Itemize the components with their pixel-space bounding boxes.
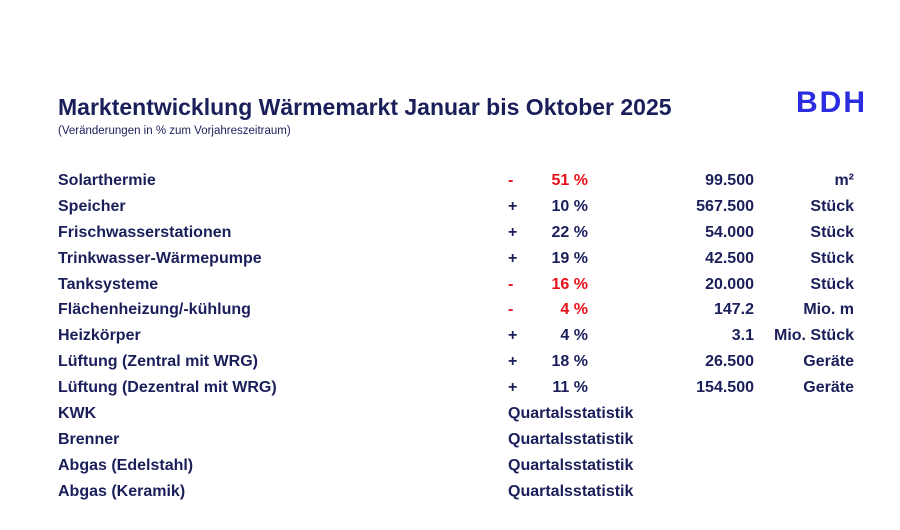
table-row: Lüftung (Dezentral mit WRG) + 11 % 154.5… (0, 375, 900, 401)
row-quarterly-note: Quartalsstatistik (508, 456, 634, 474)
row-percent: 22 % (551, 223, 588, 241)
table-row: Brenner Quartalsstatistik (0, 427, 900, 453)
row-quarterly-note: Quartalsstatistik (508, 430, 634, 448)
page-title: Marktentwicklung Wärmemarkt Januar bis O… (58, 94, 672, 120)
row-percent: 11 % (552, 379, 588, 397)
row-percent: 4 % (560, 301, 588, 319)
row-percent: 10 % (551, 197, 588, 215)
row-sign: + (508, 223, 518, 241)
row-unit: Geräte (803, 379, 854, 397)
bdh-logo: BDH (796, 86, 867, 119)
table-row: Frischwasserstationen + 22 % 54.000 Stüc… (0, 220, 900, 246)
row-percent: 18 % (551, 353, 588, 371)
row-label: Frischwasserstationen (58, 223, 232, 241)
row-percent: 51 % (551, 172, 588, 189)
row-sign: + (508, 353, 518, 371)
row-value: 147.2 (713, 301, 754, 319)
row-sign: + (508, 379, 518, 397)
row-unit: Stück (810, 275, 854, 293)
table-row: Trinkwasser-Wärmepumpe + 19 % 42.500 Stü… (0, 246, 900, 272)
row-sign: - (508, 301, 514, 319)
row-label: Lüftung (Zentral mit WRG) (58, 353, 258, 371)
table-row: Abgas (Edelstahl) Quartalsstatistik (0, 453, 900, 479)
table-row: Solarthermie - 51 % 99.500 m² (0, 168, 900, 194)
row-quarterly-note: Quartalsstatistik (508, 405, 634, 423)
row-label: Tanksysteme (58, 275, 159, 293)
row-unit: Geräte (803, 353, 854, 371)
row-unit: Mio. m (803, 301, 854, 319)
page-subtitle: (Veränderungen in % zum Vorjahreszeitrau… (58, 125, 291, 137)
row-label: Abgas (Keramik) (58, 482, 186, 500)
row-value: 567.500 (696, 197, 754, 215)
row-unit: Mio. Stück (773, 327, 854, 345)
row-unit: Stück (810, 197, 854, 215)
table-row: Speicher + 10 % 567.500 Stück (0, 194, 900, 220)
row-value: 54.000 (705, 223, 754, 241)
row-label: Trinkwasser-Wärmepumpe (58, 249, 262, 267)
row-value: 20.000 (705, 275, 754, 293)
row-percent: 16 % (551, 275, 588, 293)
row-unit: m² (834, 172, 854, 189)
row-sign: - (508, 275, 514, 293)
row-unit: Stück (810, 223, 854, 241)
row-value: 3.1 (731, 327, 754, 345)
row-sign: + (508, 249, 518, 267)
row-percent: 19 % (551, 249, 588, 267)
table-row: Abgas (Keramik) Quartalsstatistik (0, 479, 900, 505)
row-sign: + (508, 327, 518, 345)
row-unit: Stück (810, 249, 854, 267)
row-value: 154.500 (696, 379, 754, 397)
market-table: Solarthermie - 51 % 99.500 m² Speicher +… (0, 168, 900, 505)
row-label: Heizkörper (58, 327, 141, 345)
row-label: Lüftung (Dezentral mit WRG) (58, 379, 277, 397)
row-label: Speicher (58, 197, 126, 215)
row-label: Abgas (Edelstahl) (58, 456, 194, 474)
row-value: 42.500 (705, 249, 754, 267)
row-value: 26.500 (705, 353, 754, 371)
row-quarterly-note: Quartalsstatistik (508, 482, 634, 500)
table-row: KWK Quartalsstatistik (0, 401, 900, 427)
table-row: Lüftung (Zentral mit WRG) + 18 % 26.500 … (0, 349, 900, 375)
table-row: Tanksysteme - 16 % 20.000 Stück (0, 272, 900, 298)
row-sign: + (508, 197, 518, 215)
table-row: Heizkörper + 4 % 3.1 Mio. Stück (0, 323, 900, 349)
row-sign: - (508, 172, 514, 189)
row-value: 99.500 (705, 172, 754, 189)
row-label: Solarthermie (58, 172, 156, 189)
row-label: Brenner (58, 430, 120, 448)
row-percent: 4 % (560, 327, 588, 345)
row-label: KWK (58, 405, 97, 423)
row-label: Flächenheizung/-kühlung (58, 301, 251, 319)
table-row: Flächenheizung/-kühlung - 4 % 147.2 Mio.… (0, 297, 900, 323)
